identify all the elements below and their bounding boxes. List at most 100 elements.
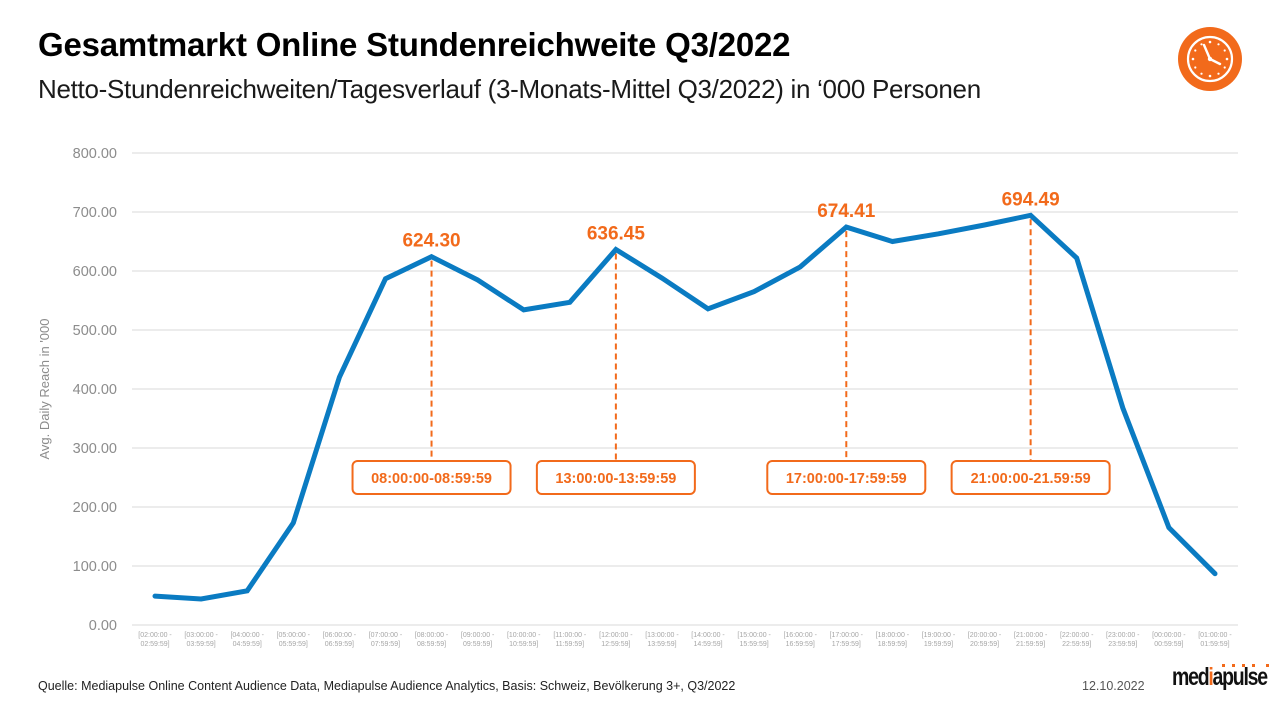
logo-dots: [1222, 664, 1269, 667]
page-subtitle: Netto-Stundenreichweiten/Tagesverlauf (3…: [38, 74, 981, 104]
source-note: Quelle: Mediapulse Online Content Audien…: [38, 679, 736, 693]
mediapulse-logo: mediapulse: [1172, 663, 1269, 691]
page-title: Gesamtmarkt Online Stundenreichweite Q3/…: [38, 26, 791, 63]
x-tick-label: [19:00:00 - 19:59:59]: [922, 632, 956, 648]
x-tick-label-line2: 03:59:59]: [187, 641, 216, 648]
x-tick-label: [00:00:00 - 00:59:59]: [1152, 632, 1186, 648]
peak-value-label: 674.41: [817, 201, 876, 222]
y-tick-label: 300.00: [73, 441, 117, 457]
x-tick-label: [15:00:00 - 15:59:59]: [737, 632, 771, 648]
y-tick-label: 800.00: [73, 146, 117, 162]
x-tick-label-line1: [13:00:00 -: [645, 632, 679, 639]
x-tick-label-line1: [21:00:00 -: [1014, 632, 1048, 639]
y-tick-label: 200.00: [73, 500, 117, 516]
x-tick-label-line2: 14:59:59]: [693, 641, 722, 648]
x-tick-label-line2: 07:59:59]: [371, 641, 400, 648]
x-tick-label-line2: 01:59:59]: [1200, 641, 1229, 648]
x-tick-label: [14:00:00 - 14:59:59]: [691, 632, 725, 648]
x-tick-label-line1: [07:00:00 -: [369, 632, 403, 639]
x-tick-label-line1: [11:00:00 -: [553, 632, 587, 639]
peak-value-label: 636.45: [587, 223, 646, 244]
y-axis-label: Avg. Daily Reach in '000: [37, 319, 52, 460]
x-tick-label: [11:00:00 - 11:59:59]: [553, 632, 587, 648]
y-axis-ticks: 0.00 100.00 200.00 300.00 400.00 500.00 600.00…: [73, 146, 117, 634]
y-tick-label: 400.00: [73, 382, 117, 398]
y-tick-label: 100.00: [73, 559, 117, 575]
x-tick-label-line2: 06:59:59]: [325, 641, 354, 648]
peak-time-label: 17:00:00-17:59:59: [786, 471, 907, 487]
time-label-box: [351, 460, 512, 495]
x-tick-label-line1: [23:00:00 -: [1106, 632, 1140, 639]
x-tick-label-line1: [16:00:00 -: [783, 632, 817, 639]
time-label-box: [535, 460, 696, 495]
x-tick-label-line2: 18:59:59]: [878, 641, 907, 648]
x-tick-label: [02:00:00 - 02:59:59]: [138, 632, 172, 648]
x-tick-label-line1: [22:00:00 -: [1060, 632, 1094, 639]
x-tick-label-line2: 20:59:59]: [970, 641, 999, 648]
data-series: [152, 212, 1218, 602]
x-tick-label-line2: 04:59:59]: [233, 641, 262, 648]
x-tick-label-line2: 05:59:59]: [279, 641, 308, 648]
x-tick-label: [08:00:00 - 08:59:59]: [415, 632, 449, 648]
peak-value-label: 694.49: [1002, 189, 1060, 210]
x-tick-label-line1: [01:00:00 -: [1198, 632, 1232, 639]
time-label-box: [766, 460, 927, 495]
y-tick-label: 700.00: [73, 205, 117, 221]
x-tick-label-line2: 00:59:59]: [1154, 641, 1183, 648]
x-tick-label-line1: [17:00:00 -: [830, 632, 864, 639]
x-tick-label-line2: 22:59:59]: [1062, 641, 1091, 648]
x-tick-label-line2: 02:59:59]: [140, 641, 169, 648]
x-tick-label-line1: [02:00:00 -: [138, 632, 172, 639]
x-tick-label-line1: [18:00:00 -: [876, 632, 910, 639]
x-tick-label-line1: [04:00:00 -: [230, 632, 264, 639]
x-tick-label: [23:00:00 - 23:59:59]: [1106, 632, 1140, 648]
x-tick-label: [16:00:00 - 16:59:59]: [783, 632, 817, 648]
y-tick-label: 600.00: [73, 264, 117, 280]
logo-text: mediapulse: [1172, 663, 1268, 691]
x-tick-label: [12:00:00 - 12:59:59]: [599, 632, 633, 648]
annotations: 624.30 08:00:00-08:59:59 636.45 13:00:00-13…: [351, 189, 1111, 495]
x-tick-label: [03:00:00 - 03:59:59]: [184, 632, 218, 648]
x-tick-label-line1: [15:00:00 -: [737, 632, 771, 639]
x-tick-label-line1: [12:00:00 -: [599, 632, 633, 639]
x-tick-label-line2: 12:59:59]: [601, 641, 630, 648]
x-tick-label-line2: 16:59:59]: [786, 641, 815, 648]
x-tick-label-line1: [08:00:00 -: [415, 632, 449, 639]
x-tick-label-line1: [09:00:00 -: [461, 632, 495, 639]
x-tick-label-line2: 15:59:59]: [740, 641, 769, 648]
x-tick-label: [10:00:00 - 10:59:59]: [507, 632, 541, 648]
series-line: [152, 212, 1218, 602]
peak-time-label: 08:00:00-08:59:59: [371, 471, 492, 487]
x-tick-label: [20:00:00 - 20:59:59]: [968, 632, 1002, 648]
gridlines: [132, 152, 1238, 626]
x-tick-label-line1: [19:00:00 -: [922, 632, 956, 639]
x-tick-label: [21:00:00 - 21:59:59]: [1014, 632, 1048, 648]
x-tick-label: [18:00:00 - 18:59:59]: [876, 632, 910, 648]
x-tick-label: [22:00:00 - 22:59:59]: [1060, 632, 1094, 648]
peak-time-label: 13:00:00-13:59:59: [555, 471, 676, 487]
peak-value-label: 624.30: [402, 231, 460, 252]
x-tick-label: [09:00:00 - 09:59:59]: [461, 632, 495, 648]
time-label-box: [950, 460, 1111, 495]
x-tick-label-line1: [00:00:00 -: [1152, 632, 1186, 639]
x-tick-label: [04:00:00 - 04:59:59]: [230, 632, 264, 648]
x-tick-label-line2: 19:59:59]: [924, 641, 953, 648]
x-tick-label-line2: 23:59:59]: [1108, 641, 1137, 648]
y-tick-label: 0.00: [89, 618, 117, 634]
clock-icon: [1178, 27, 1242, 91]
x-tick-label-line1: [06:00:00 -: [323, 632, 357, 639]
peak-time-label: 21:00:00-21.59:59: [971, 471, 1091, 487]
x-tick-label: [13:00:00 - 13:59:59]: [645, 632, 679, 648]
x-tick-label: [01:00:00 - 01:59:59]: [1198, 632, 1232, 648]
x-tick-label-line1: [03:00:00 -: [184, 632, 218, 639]
x-axis-ticks: [02:00:00 - 02:59:59] [03:00:00 - 03:59:59]…: [138, 632, 1232, 648]
x-tick-label-line2: 13:59:59]: [647, 641, 676, 648]
x-tick-label-line2: 21:59:59]: [1016, 641, 1045, 648]
x-tick-label-line1: [05:00:00 -: [277, 632, 311, 639]
y-tick-label: 500.00: [73, 323, 117, 339]
x-tick-label: [17:00:00 - 17:59:59]: [830, 632, 864, 648]
x-tick-label-line1: [10:00:00 -: [507, 632, 541, 639]
x-tick-label-line2: 08:59:59]: [417, 641, 446, 648]
x-tick-label-line2: 09:59:59]: [463, 641, 492, 648]
